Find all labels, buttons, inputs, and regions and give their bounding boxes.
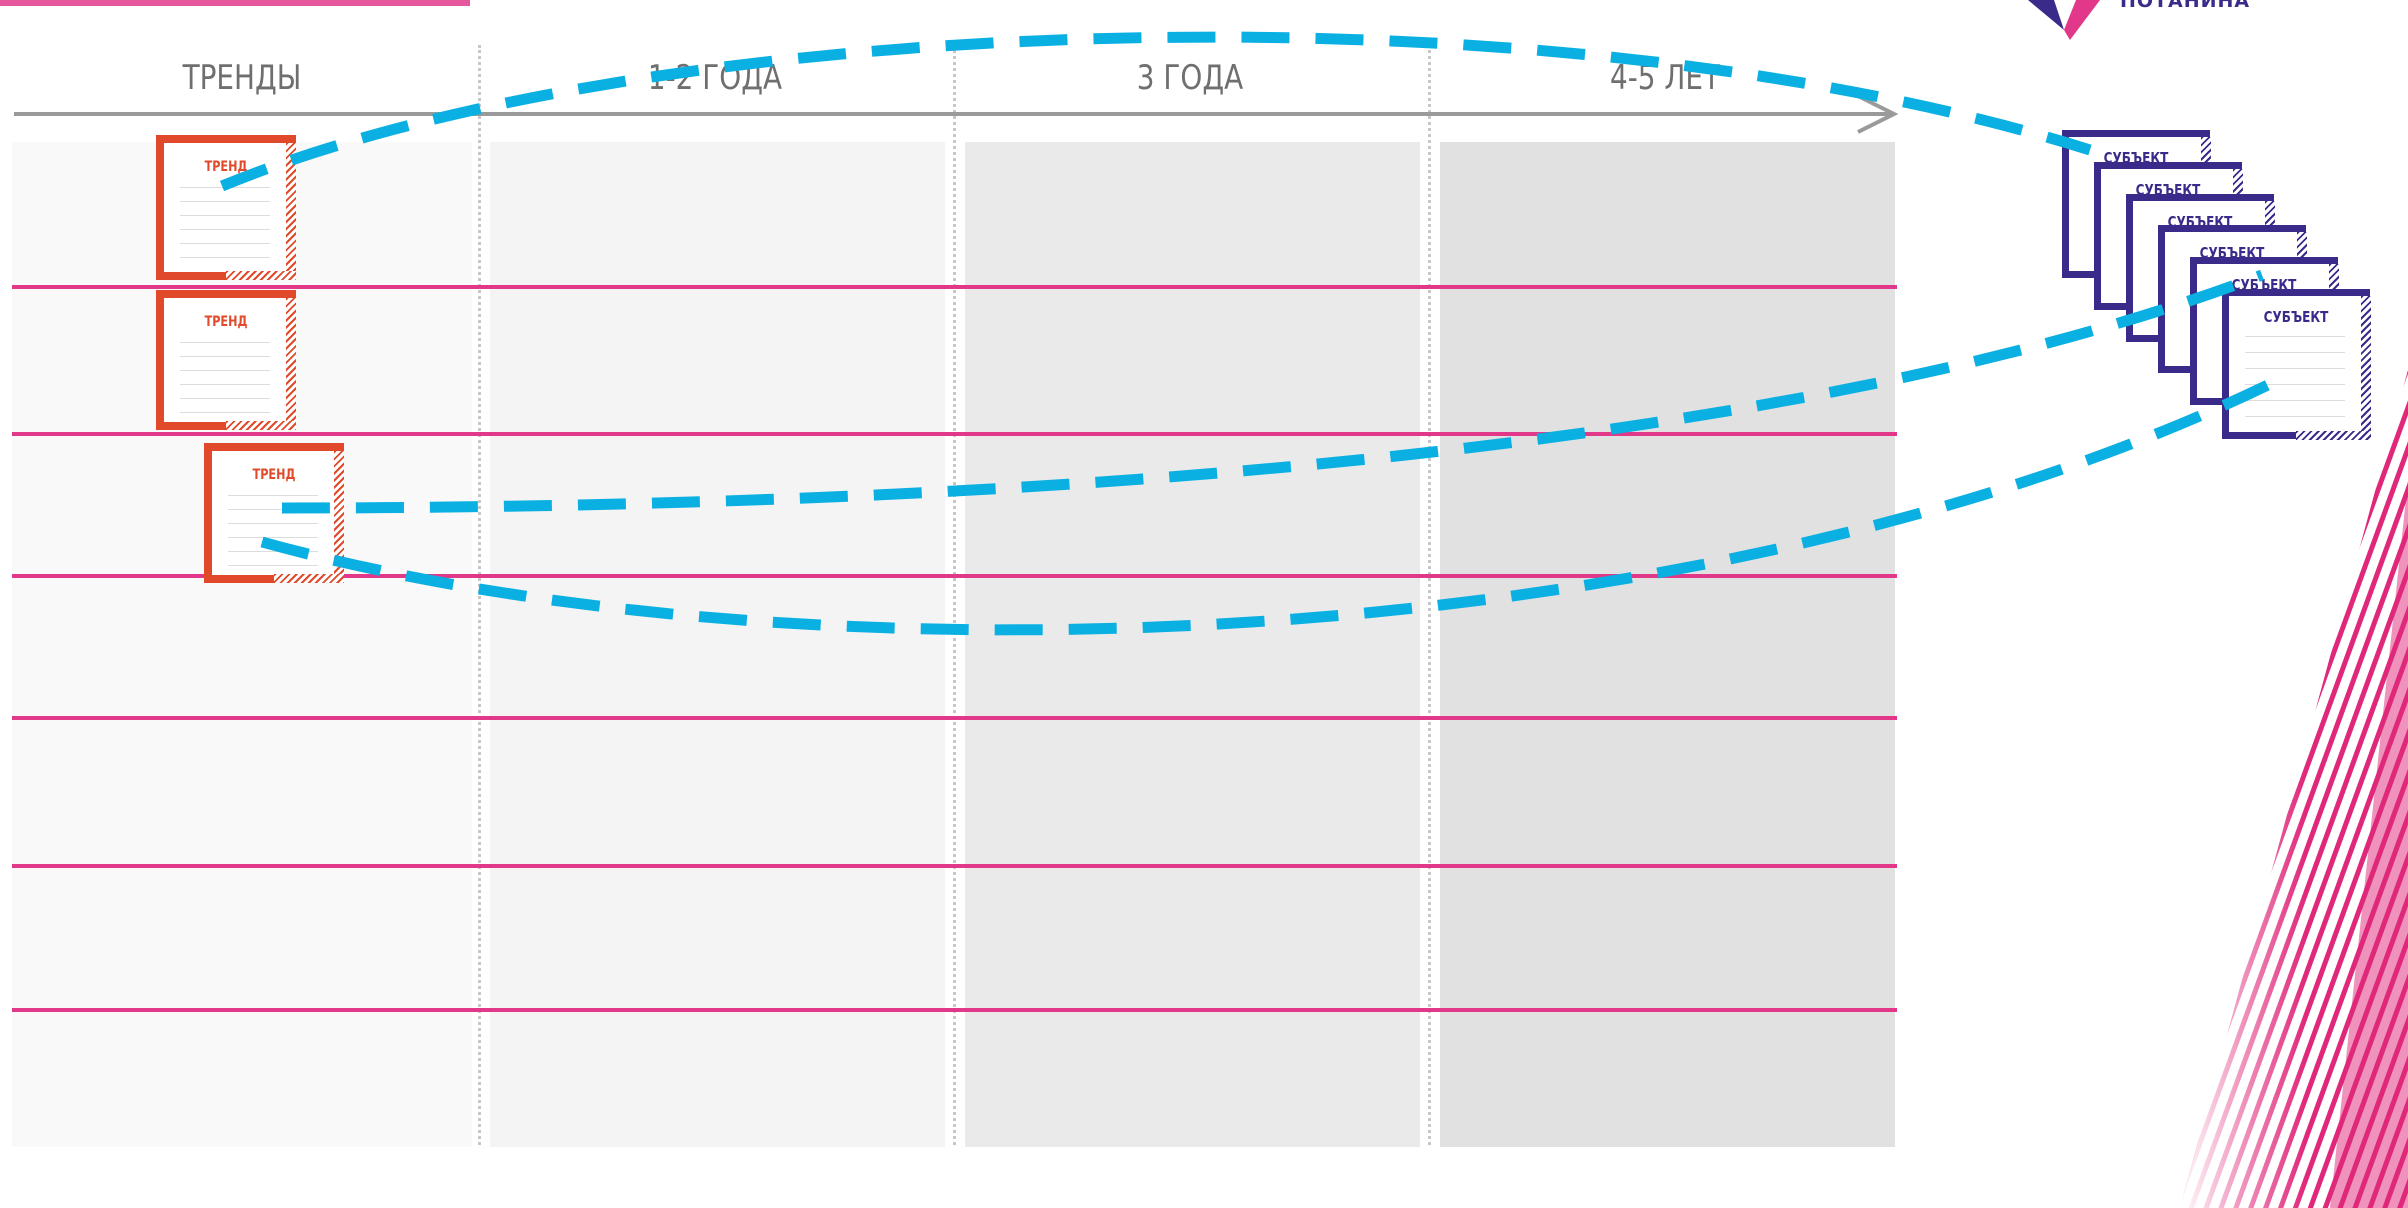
row-line (12, 716, 1897, 720)
row-line (12, 285, 1897, 289)
subject-card[interactable]: СУБЪЕКТ (2222, 289, 2371, 440)
column-separator (478, 45, 481, 1145)
column-bg-4-5-years (1440, 142, 1895, 1147)
trend-card-title: ТРЕНД (204, 314, 248, 330)
column-bg-3-years (965, 142, 1420, 1147)
subject-card-title: СУБЪЕКТ (2263, 308, 2329, 326)
logo-text: ПОТАНИНА (2120, 0, 2251, 12)
trend-card[interactable]: ТРЕНД (204, 443, 344, 583)
column-separator (1428, 45, 1431, 1145)
row-line (12, 864, 1897, 868)
timeline-arrow (14, 94, 1899, 134)
logo-mark-icon (2028, 0, 2100, 40)
row-line (12, 1008, 1897, 1012)
trend-card-title: ТРЕНД (252, 467, 296, 483)
column-separator (953, 45, 956, 1145)
row-line (12, 432, 1897, 436)
cropped-title-fragment (0, 0, 470, 6)
column-bg-1-2-years (490, 142, 945, 1147)
brand-stripes-graphic (2180, 370, 2408, 1208)
trend-card-title: ТРЕНД (204, 159, 248, 175)
trend-card[interactable]: ТРЕНД (156, 290, 296, 430)
trend-card[interactable]: ТРЕНД (156, 135, 296, 280)
